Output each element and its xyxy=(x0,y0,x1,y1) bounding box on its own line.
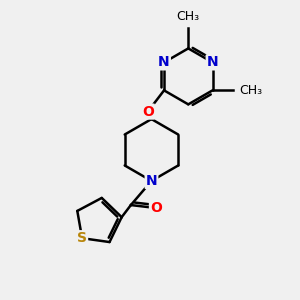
Text: N: N xyxy=(146,174,157,188)
Text: CH₃: CH₃ xyxy=(239,84,262,97)
Text: O: O xyxy=(142,105,154,118)
Text: S: S xyxy=(77,231,87,245)
Text: N: N xyxy=(207,56,218,69)
Text: O: O xyxy=(150,201,162,215)
Text: N: N xyxy=(158,56,170,69)
Text: CH₃: CH₃ xyxy=(177,10,200,22)
